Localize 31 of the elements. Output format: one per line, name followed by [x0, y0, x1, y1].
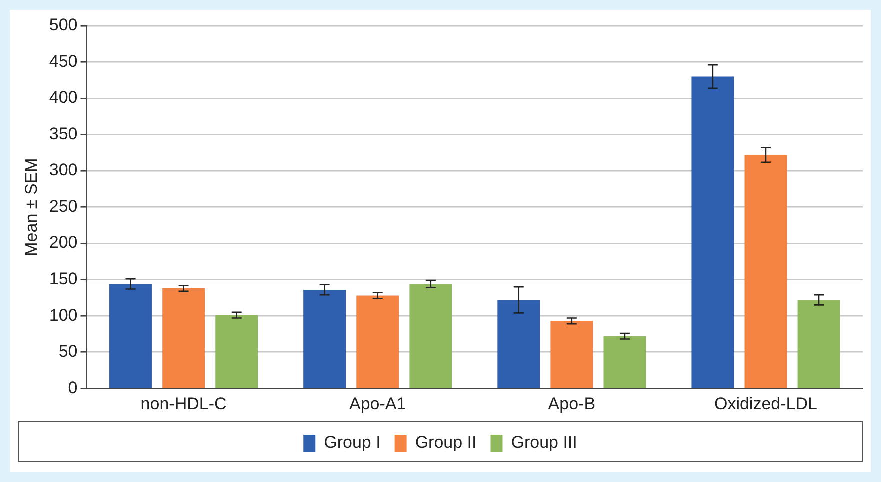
x-tick-label: Oxidized-LDL	[714, 394, 818, 414]
y-tick-label: 400	[49, 88, 78, 108]
bar	[410, 284, 452, 388]
y-axis-title: Mean ± SEM	[22, 158, 41, 256]
y-tick-label: 100	[49, 306, 78, 325]
bar	[498, 300, 540, 388]
bar	[356, 296, 400, 388]
bar	[216, 315, 258, 388]
bar	[692, 76, 734, 388]
bar	[110, 284, 152, 388]
y-tick-label: 350	[49, 124, 78, 144]
bar	[604, 336, 646, 388]
legend-label: Group II	[415, 433, 477, 452]
y-tick-label: 500	[49, 16, 78, 35]
y-tick-label: 50	[58, 342, 78, 362]
x-tick-label: Apo-B	[548, 394, 596, 414]
x-tick-label: Apo-A1	[350, 394, 406, 414]
y-tick-label: 450	[49, 52, 78, 71]
bar	[550, 321, 594, 388]
y-tick-label: 250	[49, 196, 78, 216]
y-tick-label: 150	[49, 270, 78, 289]
legend-label: Group I	[324, 433, 381, 452]
bar	[798, 300, 840, 388]
bar	[304, 290, 346, 388]
bar	[744, 155, 788, 388]
legend-label: Group III	[511, 433, 578, 452]
y-tick-label: 300	[49, 160, 78, 180]
bar	[162, 288, 206, 388]
y-tick-label: 200	[49, 233, 78, 252]
y-tick-label: 0	[68, 378, 78, 398]
x-tick-label: non-HDL-C	[140, 394, 227, 414]
